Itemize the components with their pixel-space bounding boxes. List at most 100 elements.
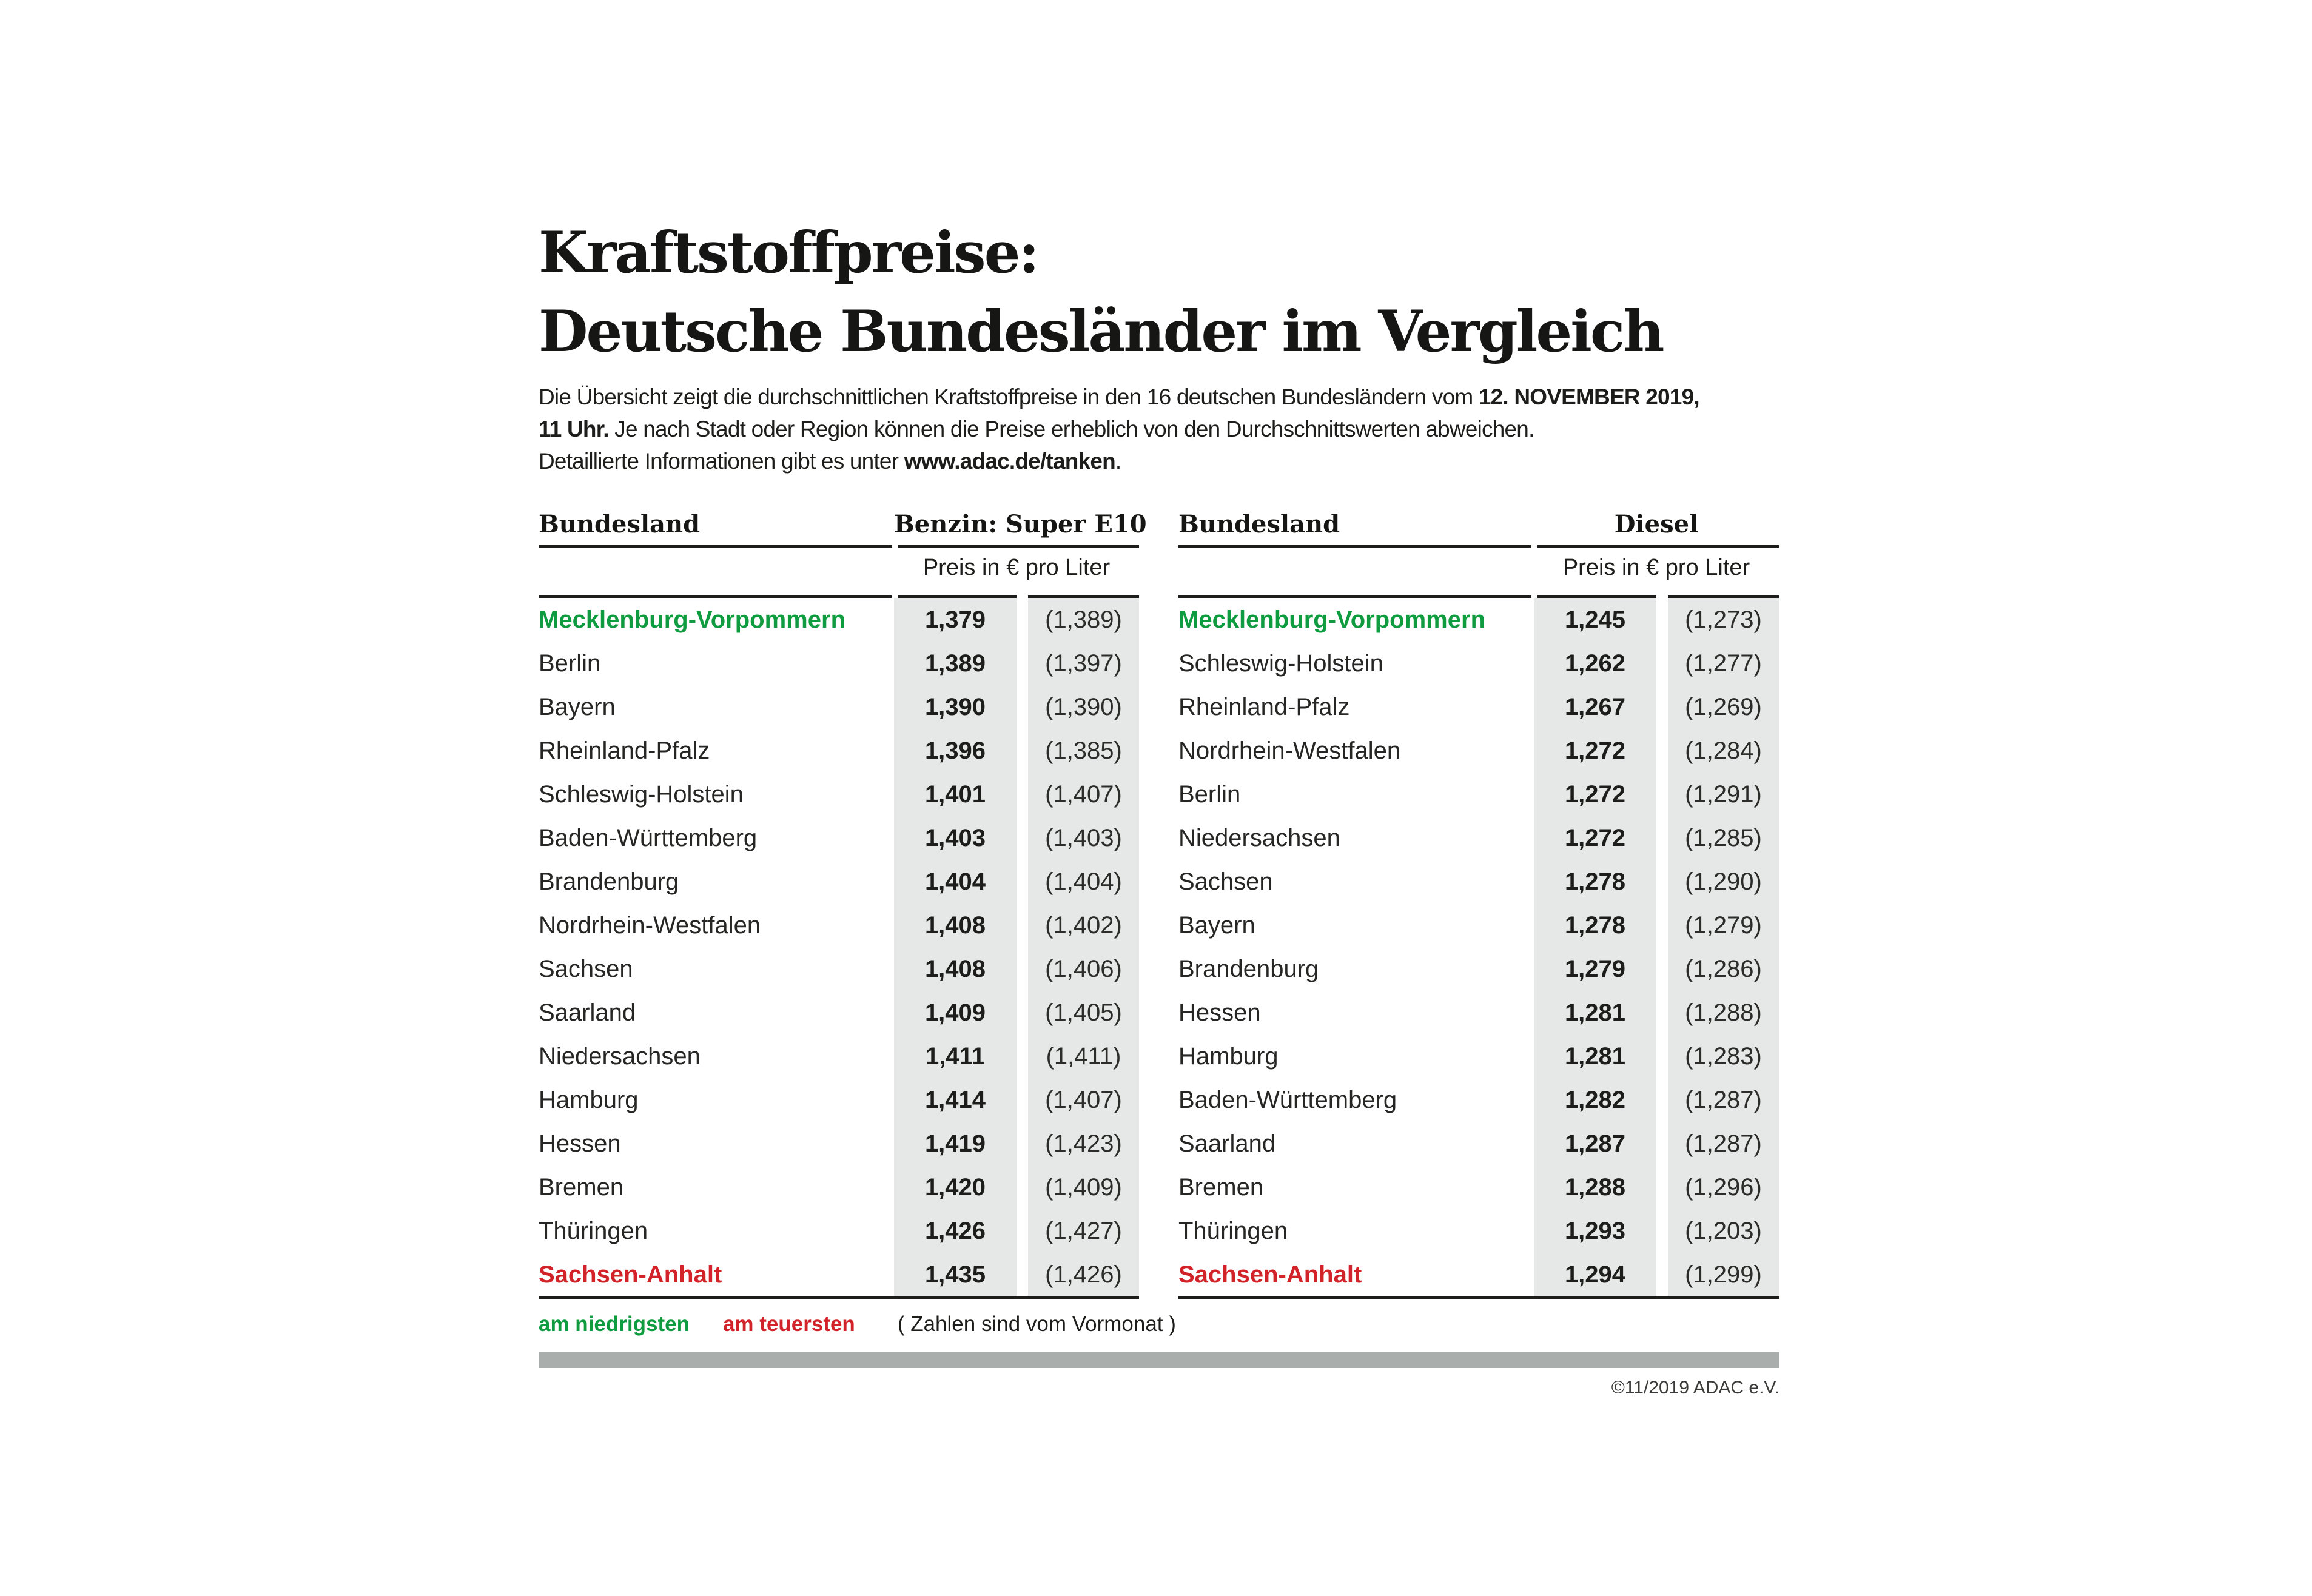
header-divider — [1178, 545, 1779, 548]
price-value: 1,408 — [894, 904, 1017, 947]
prev-month-value: (1,269) — [1668, 685, 1779, 729]
prev-month-value: (1,411) — [1028, 1034, 1139, 1078]
column-gap — [1656, 729, 1668, 773]
table-row: Saarland 1,409 (1,405) — [539, 991, 1139, 1034]
footer-bar — [539, 1352, 1779, 1368]
prev-month-value: (1,277) — [1668, 642, 1779, 685]
state-name: Mecklenburg-Vorpommern — [539, 606, 845, 633]
state-name: Schleswig-Holstein — [539, 780, 744, 808]
column-gap — [1017, 729, 1028, 773]
state-name: Hamburg — [539, 1086, 639, 1113]
infographic-content: Kraftstoffpreise: Deutsche Bundesländer … — [539, 213, 1779, 1398]
column-gap — [1017, 685, 1028, 729]
table-row: Saarland 1,287 (1,287) — [1178, 1122, 1779, 1165]
table-row: Hamburg 1,281 (1,283) — [1178, 1034, 1779, 1078]
price-value: 1,435 — [894, 1253, 1017, 1296]
copyright-text: ©11/2019 ADAC e.V. — [1611, 1378, 1779, 1398]
state-name: Hessen — [1178, 999, 1261, 1026]
price-value: 1,272 — [1534, 816, 1656, 860]
prev-month-value: (1,285) — [1668, 816, 1779, 860]
state-name: Schleswig-Holstein — [1178, 649, 1383, 677]
table-row: Hessen 1,281 (1,288) — [1178, 991, 1779, 1034]
price-value: 1,420 — [894, 1165, 1017, 1209]
intro-line2-text: Je nach Stadt oder Region können die Pre… — [608, 417, 1534, 441]
prev-month-value: (1,409) — [1028, 1165, 1139, 1209]
diesel-table-rows: Mecklenburg-Vorpommern 1,245 (1,273) Sch… — [1178, 598, 1779, 1296]
diesel-table-header: Bundesland Diesel — [1178, 510, 1779, 539]
prev-month-value: (1,287) — [1668, 1122, 1779, 1165]
state-name: Saarland — [1178, 1130, 1276, 1157]
table-row: Schleswig-Holstein 1,401 (1,407) — [539, 773, 1139, 816]
diesel-table: Bundesland Diesel Preis in € pro Liter M… — [1178, 510, 1779, 1299]
legend: am niedrigsten am teuersten ( Zahlen sin… — [539, 1312, 1779, 1336]
price-value: 1,293 — [1534, 1209, 1656, 1253]
table-row: Berlin 1,272 (1,291) — [1178, 773, 1779, 816]
price-value: 1,281 — [1534, 991, 1656, 1034]
price-value: 1,414 — [894, 1078, 1017, 1122]
header-divider — [539, 545, 1139, 548]
column-gap — [1017, 1253, 1028, 1296]
state-name: Hessen — [539, 1130, 621, 1157]
state-name: Brandenburg — [539, 868, 679, 895]
column-gap — [1656, 598, 1668, 642]
legend-highest-label: am teuersten — [722, 1312, 855, 1336]
table-row: Niedersachsen 1,272 (1,285) — [1178, 816, 1779, 860]
price-value: 1,401 — [894, 773, 1017, 816]
prev-month-value: (1,404) — [1028, 860, 1139, 904]
column-gap — [1656, 991, 1668, 1034]
table-row: Hessen 1,419 (1,423) — [539, 1122, 1139, 1165]
bundesland-column-header: Bundesland — [539, 510, 701, 538]
prev-month-value: (1,286) — [1668, 947, 1779, 991]
prev-month-value: (1,407) — [1028, 1078, 1139, 1122]
column-gap — [1017, 816, 1028, 860]
subheader-divider — [1178, 595, 1779, 598]
column-gap — [1017, 598, 1028, 642]
column-gap — [1656, 642, 1668, 685]
table-row: Bremen 1,288 (1,296) — [1178, 1165, 1779, 1209]
price-value: 1,426 — [894, 1209, 1017, 1253]
prev-month-value: (1,389) — [1028, 598, 1139, 642]
state-name: Berlin — [539, 649, 601, 677]
tables-wrapper: Bundesland Benzin: Super E10 Preis in € … — [539, 510, 1779, 1299]
intro-line3-text: Detaillierte Informationen gibt es unter — [539, 449, 904, 474]
table-row: Bayern 1,278 (1,279) — [1178, 904, 1779, 947]
prev-month-value: (1,390) — [1028, 685, 1139, 729]
state-name: Sachsen — [1178, 868, 1273, 895]
column-gap — [1656, 904, 1668, 947]
column-gap — [1017, 1078, 1028, 1122]
intro-line3-period: . — [1115, 449, 1121, 474]
prev-month-value: (1,407) — [1028, 773, 1139, 816]
prev-month-value: (1,423) — [1028, 1122, 1139, 1165]
table-row: Thüringen 1,293 (1,203) — [1178, 1209, 1779, 1253]
column-gap — [1656, 685, 1668, 729]
column-gap — [1017, 947, 1028, 991]
price-value: 1,281 — [1534, 1034, 1656, 1078]
subheader-divider — [539, 595, 1139, 598]
prev-month-value: (1,405) — [1028, 991, 1139, 1034]
prev-month-value: (1,287) — [1668, 1078, 1779, 1122]
table-row: Schleswig-Holstein 1,262 (1,277) — [1178, 642, 1779, 685]
state-name: Sachsen — [539, 955, 633, 982]
table-row: Berlin 1,389 (1,397) — [539, 642, 1139, 685]
state-name: Baden-Württemberg — [539, 824, 758, 851]
price-value: 1,288 — [1534, 1165, 1656, 1209]
price-value: 1,294 — [1534, 1253, 1656, 1296]
price-value: 1,287 — [1534, 1122, 1656, 1165]
table-row: Rheinland-Pfalz 1,396 (1,385) — [539, 729, 1139, 773]
price-value: 1,409 — [894, 991, 1017, 1034]
prev-month-value: (1,291) — [1668, 773, 1779, 816]
price-value: 1,282 — [1534, 1078, 1656, 1122]
column-gap — [1017, 1122, 1028, 1165]
column-gap — [1017, 642, 1028, 685]
prev-month-value: (1,288) — [1668, 991, 1779, 1034]
diesel-unit-row: Preis in € pro Liter — [1178, 548, 1779, 589]
column-gap — [1017, 991, 1028, 1034]
bundesland-column-header: Bundesland — [1178, 510, 1340, 538]
price-value: 1,379 — [894, 598, 1017, 642]
state-name: Thüringen — [539, 1217, 648, 1244]
state-name: Niedersachsen — [1178, 824, 1340, 851]
column-gap — [1656, 1165, 1668, 1209]
price-unit-header: Preis in € pro Liter — [1562, 555, 1750, 580]
prev-month-value: (1,426) — [1028, 1253, 1139, 1296]
price-value: 1,404 — [894, 860, 1017, 904]
